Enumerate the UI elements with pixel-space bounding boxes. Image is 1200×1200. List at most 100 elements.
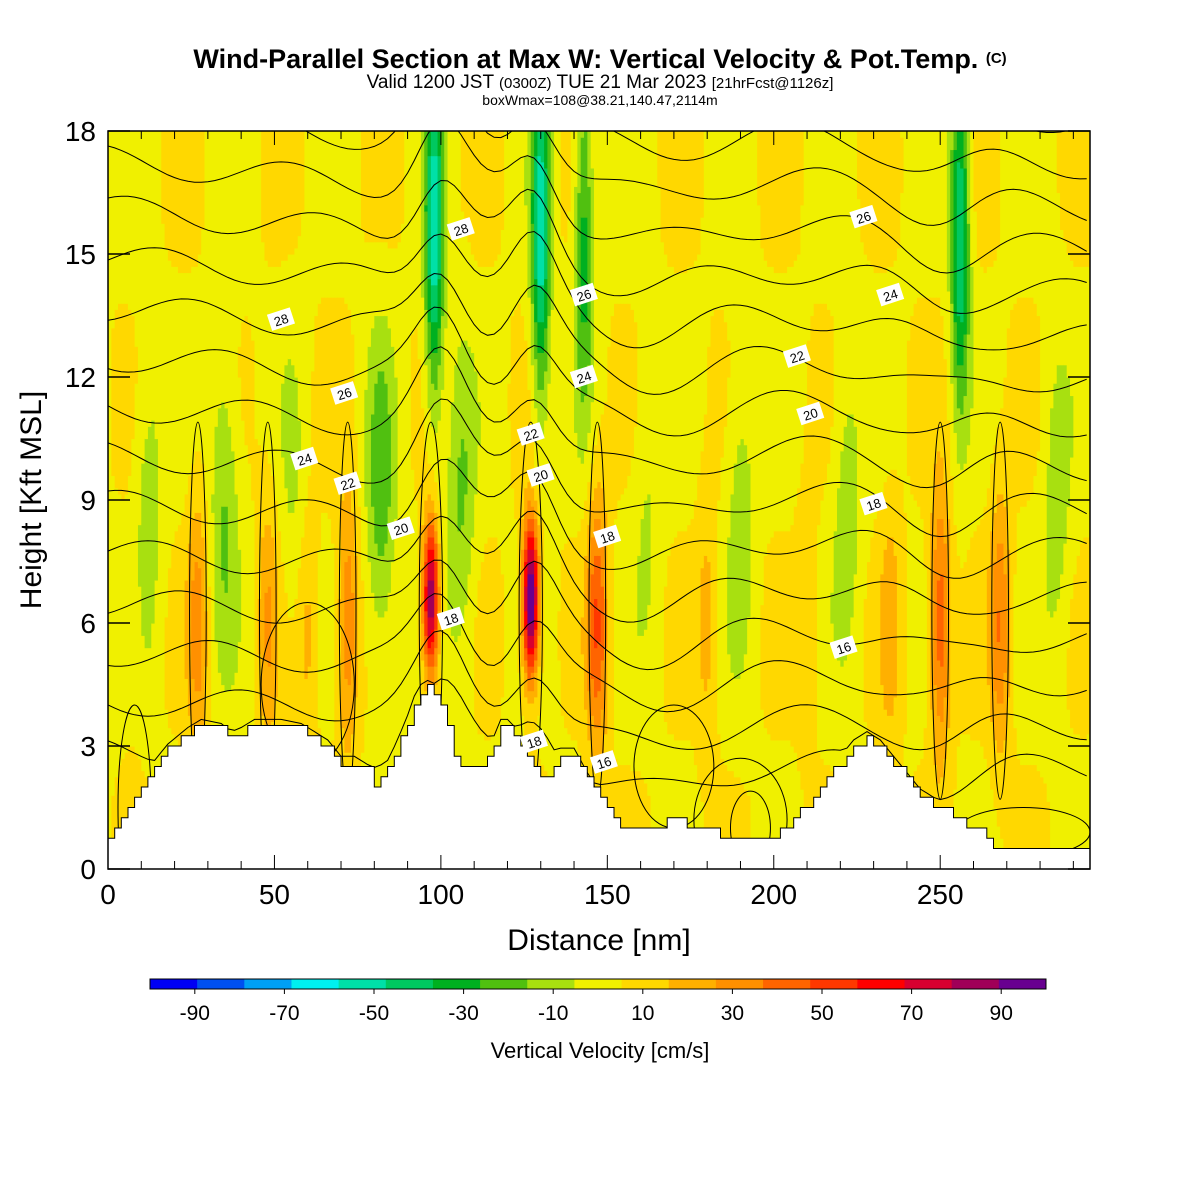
contour-label-text: 24 xyxy=(881,286,899,305)
colorbar-tick-label: 50 xyxy=(810,1002,833,1025)
theta-contour-line xyxy=(108,346,1087,489)
colorbar-tick-label: -50 xyxy=(359,1002,389,1025)
contour-label-text: 18 xyxy=(598,528,616,547)
subtitle-utc: (0300Z) xyxy=(499,75,552,92)
x-tick-label: 250 xyxy=(917,879,964,910)
colorbar-swatch xyxy=(763,979,811,989)
colorbar-swatch xyxy=(432,979,481,989)
copyright-mark: (C) xyxy=(985,50,1007,67)
contour-label: 28 xyxy=(446,217,475,241)
theta-contour-line xyxy=(108,678,1087,801)
contour-label: 26 xyxy=(569,282,598,307)
contour-label-text: 24 xyxy=(575,368,593,387)
contour-label: 18 xyxy=(859,491,888,516)
chart-subtitle-box: boxWmax=108@38.21,140.47,2114m xyxy=(482,92,718,108)
contour-label: 16 xyxy=(829,635,858,659)
contour-labels: 28 26 24 22 20 28 26 24 22 20 18 18 18 16 26 24 22 20 18 16 xyxy=(266,204,905,774)
contour-label-text: 26 xyxy=(335,385,353,404)
contour-label-text: 28 xyxy=(272,311,290,330)
colorbar-tick-label: -10 xyxy=(538,1002,568,1025)
contour-label-text: 22 xyxy=(522,426,540,445)
terrain-fill xyxy=(108,684,1090,869)
colorbar-swatch xyxy=(904,979,953,989)
colorbar-tick-label: -30 xyxy=(448,1002,478,1025)
colorbar-tick-label: 90 xyxy=(990,1002,1013,1025)
colorbar-tick-label: 70 xyxy=(900,1002,923,1025)
theta-contour-line xyxy=(108,559,1087,671)
colorbar-swatch xyxy=(150,979,198,989)
theta-contour-line xyxy=(108,398,1087,538)
colorbar-swatch xyxy=(291,979,340,989)
contour-label: 22 xyxy=(516,422,545,446)
y-tick-label: 0 xyxy=(80,854,96,885)
colorbar-swatch xyxy=(951,979,1000,989)
theta-contour-line xyxy=(108,306,1087,438)
contour-label-text: 18 xyxy=(525,733,543,752)
y-tick-label: 18 xyxy=(65,116,96,147)
theta-contour-line xyxy=(108,510,1087,623)
x-tick-label: 0 xyxy=(100,879,116,910)
contour-label: 20 xyxy=(526,463,555,487)
subtitle-valid: Valid 1200 JST xyxy=(366,72,494,93)
contour-label-text: 22 xyxy=(788,348,806,367)
colorbar-tick-label: 30 xyxy=(721,1002,744,1025)
contour-label: 22 xyxy=(782,344,811,368)
x-tick-label: 200 xyxy=(750,879,797,910)
y-axis-label: Height [Kft MSL] xyxy=(15,391,48,609)
theta-contour-line xyxy=(108,630,1087,751)
y-tick-label: 12 xyxy=(65,362,96,393)
contour-label: 20 xyxy=(796,401,825,426)
theta-contour-line xyxy=(612,131,1087,180)
colorbar-swatch xyxy=(621,979,670,989)
contour-label-text: 26 xyxy=(855,208,873,227)
chart-subtitle: Valid 1200 JST (0300Z) TUE 21 Mar 2023 [… xyxy=(0,73,1200,94)
colorbar-swatch xyxy=(527,979,575,989)
colorbar-tick-label: 10 xyxy=(631,1002,654,1025)
colorbar-swatch xyxy=(244,979,292,989)
colorbar-swatch xyxy=(857,979,906,989)
contour-label: 18 xyxy=(593,524,622,549)
contour-label-text: 24 xyxy=(295,450,313,469)
contour-label-text: 18 xyxy=(865,495,883,514)
subtitle-forecast: [21hrFcst@1126z] xyxy=(711,75,834,92)
colorbar-swatch xyxy=(385,979,434,989)
theta-contours xyxy=(108,131,1090,869)
colorbar-swatch xyxy=(197,979,245,989)
colorbar: -90 -70 -50 -30 -10 10 30 50 70 90 xyxy=(149,978,1047,1025)
colorbar-tick-label: -90 xyxy=(180,1002,210,1025)
x-axis-label: Distance [nm] xyxy=(507,924,690,957)
colorbar-swatch xyxy=(574,979,623,989)
colorbar-swatch xyxy=(715,979,764,989)
x-tick-label: 100 xyxy=(418,879,465,910)
x-tick-label: 150 xyxy=(584,879,631,910)
contour-label: 18 xyxy=(519,729,548,754)
contour-label: 26 xyxy=(330,381,359,405)
contour-label-text: 22 xyxy=(339,475,357,494)
subtitle-date: TUE 21 Mar 2023 xyxy=(556,72,707,93)
contour-label-text: 16 xyxy=(835,639,853,658)
contour-label: 24 xyxy=(569,364,598,389)
y-tick-label: 15 xyxy=(65,239,96,270)
contour-label-text: 20 xyxy=(801,405,819,424)
contour-label-text: 16 xyxy=(595,754,613,773)
contour-label: 22 xyxy=(333,471,362,495)
colorbar-swatch xyxy=(810,979,858,989)
colorbar-frame xyxy=(149,978,1047,990)
contour-label-text: 20 xyxy=(532,467,550,486)
contour-label: 26 xyxy=(849,204,878,229)
contour-label: 24 xyxy=(876,282,905,307)
theta-contour-line xyxy=(108,272,1087,395)
updraft-contour xyxy=(991,421,1009,800)
contour-label-text: 26 xyxy=(575,286,593,305)
title-text: Wind-Parallel Section at Max W: Vertical… xyxy=(193,44,979,74)
y-tick-label: 3 xyxy=(80,731,96,762)
colorbar-swatch xyxy=(998,979,1047,989)
contour-label: 18 xyxy=(436,606,465,631)
contour-label: 16 xyxy=(589,750,618,774)
colorbar-swatch xyxy=(668,979,717,989)
y-tick-label: 6 xyxy=(80,608,96,639)
contour-label-text: 20 xyxy=(392,520,410,539)
colorbar-tick-label: -70 xyxy=(269,1002,299,1025)
